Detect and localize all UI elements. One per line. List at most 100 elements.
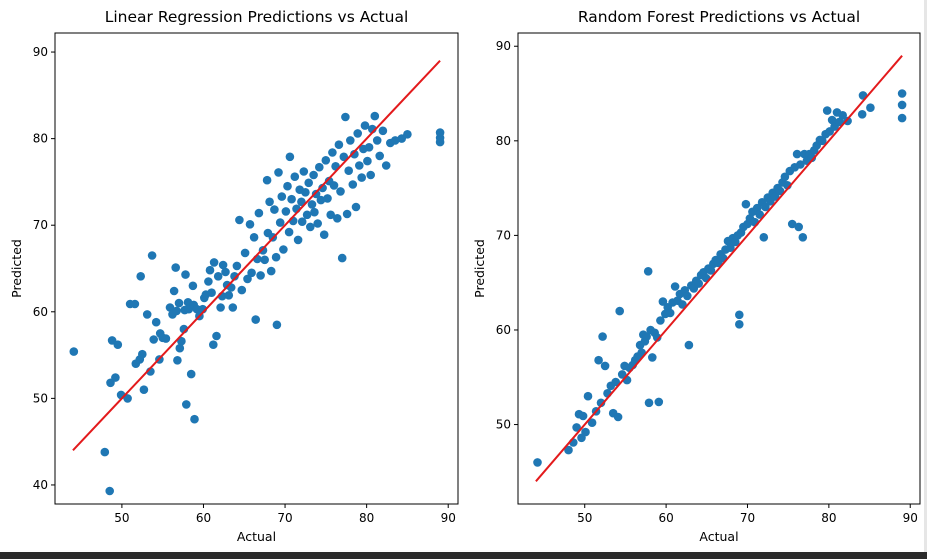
scatter-point — [302, 210, 312, 220]
scatter-point — [151, 317, 161, 327]
scatter-point — [228, 303, 238, 312]
scatter-point — [596, 398, 606, 408]
scatter-point — [111, 373, 120, 382]
scatter-point — [798, 233, 808, 242]
y-tick-label: 60 — [33, 305, 48, 319]
scatter-point — [807, 153, 817, 163]
scatter-point — [336, 187, 345, 196]
scatter-point — [245, 220, 255, 229]
scatter-point — [752, 203, 762, 213]
scatter-point — [735, 320, 744, 329]
scatter-point — [307, 200, 317, 209]
scatter-point — [897, 113, 907, 123]
scatter-point — [293, 235, 303, 245]
scatter-point — [297, 217, 307, 226]
scatter-point — [209, 340, 218, 350]
scatter-point — [378, 126, 388, 136]
scatter-point — [235, 215, 244, 225]
scatter-point — [648, 353, 657, 362]
scatter-point — [741, 199, 751, 209]
scatter-point — [213, 272, 223, 281]
scatter-point — [341, 112, 350, 122]
scatter-point — [266, 266, 276, 276]
x-axis-label: Actual — [237, 529, 276, 544]
scatter-point — [149, 335, 158, 344]
x-tick-label: 90 — [903, 511, 918, 525]
scatter-point — [587, 418, 597, 428]
scatter-point — [315, 162, 324, 172]
axes-frame — [517, 32, 921, 505]
scatter-point — [100, 447, 110, 457]
scatter-point — [139, 385, 149, 395]
scatter-point — [794, 222, 803, 232]
scatter-point — [381, 161, 391, 170]
scatter-point — [136, 272, 145, 281]
scatter-point — [615, 306, 624, 316]
scatter-point — [755, 210, 764, 219]
scatter-point — [113, 340, 123, 350]
scatter-point — [643, 267, 653, 276]
scatter-point — [161, 334, 171, 343]
y-tick-label: 70 — [496, 228, 511, 242]
scatter-point — [279, 245, 288, 254]
x-tick-label: 80 — [821, 511, 836, 525]
scatter-point — [357, 173, 367, 182]
scatter-point — [351, 202, 361, 212]
scatter-point — [355, 161, 364, 170]
scatter-point — [247, 268, 256, 278]
scatter-point — [370, 111, 380, 121]
y-tick-label: 90 — [33, 45, 48, 59]
scatter-point — [735, 310, 744, 320]
scatter-point — [796, 160, 805, 169]
reference-line — [72, 60, 441, 452]
scatter-point — [838, 111, 847, 120]
scatter-point — [843, 116, 852, 126]
scatter-point — [792, 149, 802, 159]
scatter-point — [216, 303, 225, 312]
scatter-point — [787, 219, 797, 229]
x-tick-label: 90 — [441, 511, 456, 525]
x-tick-label: 70 — [740, 511, 755, 525]
scatter-point — [342, 209, 352, 219]
x-tick-label: 70 — [277, 511, 292, 525]
y-tick-label: 60 — [496, 323, 511, 337]
scatter-point — [69, 347, 79, 356]
scatter-point — [275, 218, 285, 227]
y-tick-label: 70 — [33, 218, 48, 232]
scatter-point — [350, 149, 359, 159]
scatter-point — [299, 167, 309, 176]
scatter-point — [321, 156, 331, 165]
scatter-point — [731, 237, 740, 247]
scatter-point — [564, 445, 573, 455]
scatter-point — [147, 251, 157, 260]
scatter-point — [678, 300, 687, 309]
scatter-point — [186, 369, 196, 379]
scatter-points — [533, 89, 907, 467]
scatter-point — [658, 297, 668, 306]
scatter-point — [290, 172, 300, 181]
scatter-point — [353, 129, 363, 138]
scatter-point — [260, 255, 270, 265]
scatter-point — [256, 271, 265, 280]
scatter-point — [251, 315, 260, 324]
scatter-point — [301, 188, 310, 197]
scatter-point — [173, 356, 182, 365]
scatter-point — [323, 194, 332, 203]
scatter-point — [142, 310, 152, 319]
scatter-point — [600, 361, 610, 371]
scatter-point — [287, 194, 296, 204]
scatter-point — [311, 189, 321, 199]
scatter-point — [318, 183, 327, 193]
scatter-point — [611, 377, 620, 387]
scatter-point — [326, 210, 336, 220]
axes-frame — [54, 32, 459, 505]
scatter-point — [254, 208, 264, 218]
scatter-point — [694, 279, 703, 288]
scatter-point — [243, 274, 252, 284]
scatter-point — [866, 103, 875, 112]
scatter-point — [594, 355, 603, 365]
scatter-point — [759, 233, 769, 242]
chart-title: Linear Regression Predictions vs Actual — [105, 8, 409, 26]
scatter-point — [169, 286, 179, 296]
